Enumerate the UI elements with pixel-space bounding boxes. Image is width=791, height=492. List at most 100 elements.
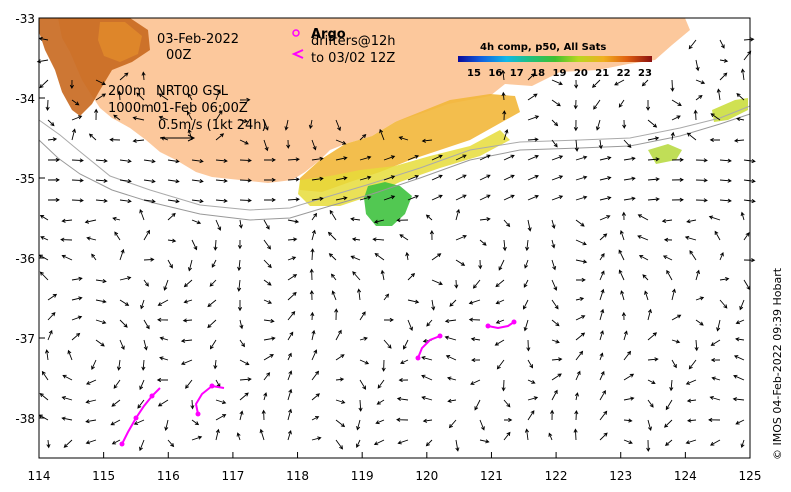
velocity-arrow: [237, 279, 242, 292]
velocity-arrow: [140, 299, 145, 310]
velocity-arrow: [187, 259, 193, 272]
velocity-arrow: [287, 197, 300, 202]
velocity-arrow: [119, 198, 132, 204]
velocity-arrow: [575, 195, 588, 201]
velocity-arrow: [399, 234, 409, 241]
velocity-arrow: [191, 435, 203, 441]
velocity-arrow: [431, 174, 443, 181]
velocity-arrow: [40, 236, 49, 241]
velocity-arrow: [523, 319, 529, 332]
velocity-arrow: [551, 239, 556, 249]
velocity-arrow: [191, 419, 200, 426]
velocity-arrow: [85, 419, 97, 424]
velocity-arrow: [239, 97, 251, 102]
drifter-track-4: [487, 321, 515, 330]
velocity-arrow: [380, 269, 385, 281]
velocity-arrow: [551, 279, 558, 291]
velocity-arrow: [287, 157, 300, 162]
velocity-arrow: [598, 139, 603, 150]
velocity-arrow: [287, 291, 297, 301]
drifter-point: [195, 411, 201, 417]
velocity-arrow: [708, 215, 721, 221]
velocity-arrow: [359, 379, 367, 390]
velocity-arrow: [407, 154, 420, 161]
velocity-arrow: [671, 177, 684, 182]
velocity-arrow: [287, 310, 296, 321]
velocity-arrow: [573, 119, 578, 132]
velocity-arrow: [599, 156, 612, 161]
velocity-arrow: [239, 392, 249, 401]
map-time: 00Z: [166, 48, 192, 63]
velocity-arrow: [527, 410, 535, 421]
velocity-arrow: [95, 339, 105, 347]
velocity-arrow: [311, 139, 317, 151]
velocity-arrow: [287, 352, 292, 361]
velocity-arrow: [623, 439, 633, 445]
velocity-arrow: [503, 399, 511, 408]
velocity-arrow: [479, 217, 491, 222]
velocity-arrow: [356, 419, 361, 431]
velocity-arrow: [421, 356, 433, 361]
velocity-arrow: [719, 72, 728, 81]
velocity-arrow: [113, 379, 121, 389]
velocity-arrow: [45, 99, 50, 112]
velocity-arrow: [359, 195, 372, 201]
velocity-arrow: [71, 158, 84, 163]
velocity-arrow: [311, 329, 316, 341]
velocity-arrow: [647, 308, 652, 321]
velocity-arrow: [733, 374, 745, 381]
velocity-arrow: [215, 89, 221, 101]
velocity-arrow: [71, 99, 80, 106]
velocity-arrow: [287, 388, 293, 401]
x-axis-ticks: 114 115 116 117 118 119 120 121 122 123 124 125: [28, 452, 761, 483]
velocity-arrow: [527, 396, 539, 401]
velocity-arrow: [599, 215, 611, 221]
y-tick-label: -33: [15, 12, 35, 26]
velocity-arrow: [287, 331, 294, 341]
velocity-arrow: [551, 373, 562, 381]
velocity-arrow: [647, 177, 660, 182]
velocity-arrow: [335, 399, 346, 404]
velocity-arrow: [670, 131, 675, 141]
velocity-arrow: [335, 439, 344, 450]
velocity-arrow: [472, 279, 481, 289]
velocity-arrow: [710, 439, 721, 446]
velocity-arrow: [470, 379, 481, 385]
velocity-arrow: [239, 359, 250, 366]
velocity-arrow: [495, 279, 505, 288]
velocity-arrow: [164, 419, 169, 431]
velocity-arrow: [449, 299, 457, 307]
velocity-arrow: [237, 259, 242, 272]
colorbar-tick-label: 17: [510, 68, 524, 79]
velocity-arrow: [355, 439, 361, 448]
velocity-arrow: [447, 398, 457, 403]
velocity-arrow: [455, 208, 461, 221]
velocity-arrow: [157, 299, 169, 306]
velocity-arrow: [671, 157, 684, 162]
velocity-arrow: [620, 290, 625, 301]
velocity-arrow: [191, 159, 204, 164]
velocity-arrow: [710, 339, 721, 346]
velocity-arrow: [167, 259, 173, 269]
velocity-arrow: [359, 359, 370, 365]
velocity-arrow: [398, 378, 409, 383]
velocity-arrow: [71, 296, 83, 301]
velocity-arrow: [503, 219, 511, 228]
velocity-arrow: [143, 257, 155, 262]
velocity-arrow: [695, 319, 704, 326]
velocity-arrow: [259, 428, 265, 441]
velocity-arrow: [719, 158, 732, 163]
velocity-arrow: [407, 194, 420, 201]
velocity-arrow: [479, 239, 487, 246]
drifter-legend-icon: [291, 49, 304, 59]
velocity-arrow: [474, 399, 481, 411]
velocity-arrow: [551, 389, 558, 401]
velocity-arrow: [352, 271, 361, 281]
velocity-arrow: [671, 359, 677, 369]
velocity-arrow: [61, 218, 73, 223]
velocity-arrow: [714, 230, 721, 241]
velocity-arrow: [237, 239, 243, 250]
velocity-arrow: [207, 299, 217, 308]
velocity-arrow: [402, 339, 409, 350]
velocity-arrow: [163, 279, 169, 291]
